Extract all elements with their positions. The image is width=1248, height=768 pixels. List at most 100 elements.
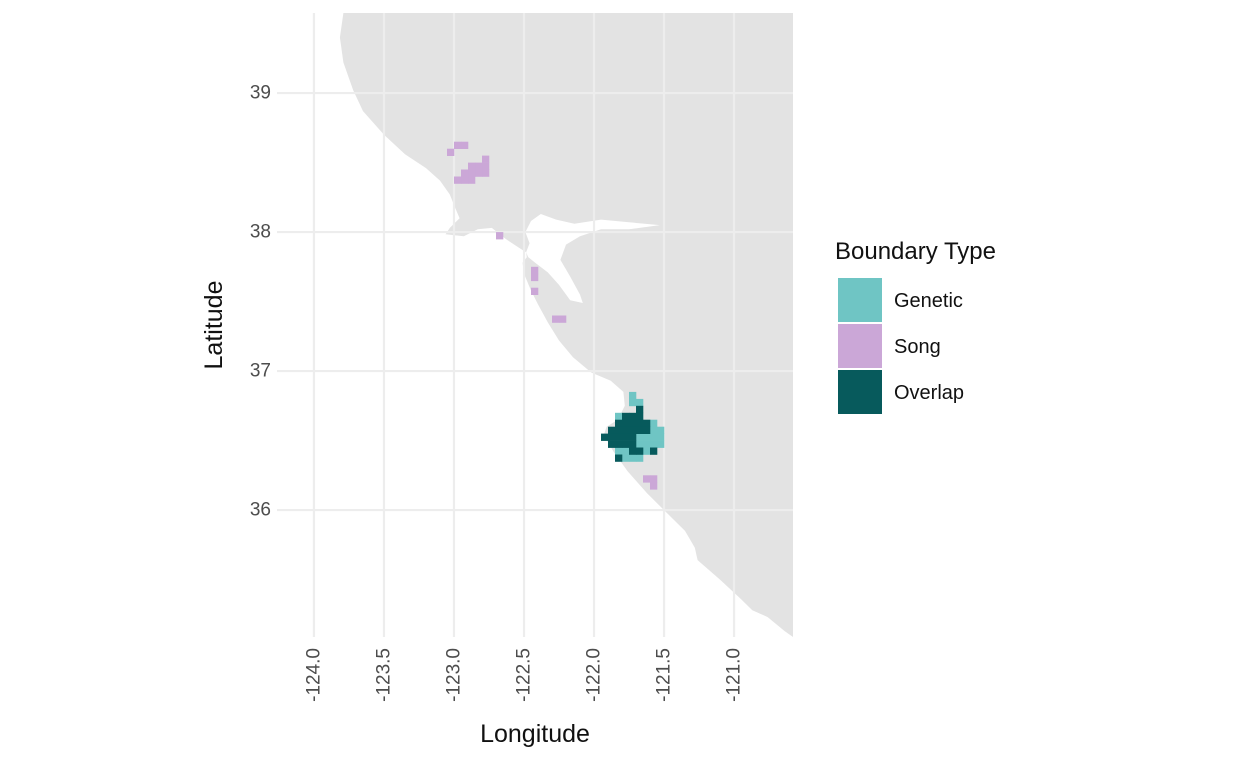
tile-genetic (636, 398, 644, 407)
tile-song (475, 162, 483, 170)
tile-overlap (629, 447, 637, 455)
tile-overlap (636, 419, 644, 427)
tile-genetic (643, 440, 651, 448)
tile-song (461, 141, 469, 149)
y-axis-title: Latitude (200, 281, 228, 370)
tile-overlap (629, 440, 637, 448)
tile-genetic (629, 398, 637, 407)
x-tick-label: -123.5 (373, 648, 394, 702)
tile-overlap (636, 426, 644, 434)
tile-genetic (636, 433, 644, 441)
tile-song (454, 141, 462, 149)
tile-overlap (608, 426, 616, 434)
tile-overlap (615, 440, 623, 448)
tile-song (531, 273, 539, 282)
y-tick-label: 36 (250, 500, 271, 521)
tile-overlap (622, 440, 630, 448)
tile-genetic (657, 426, 665, 434)
tile-genetic (629, 391, 637, 400)
tile-song (650, 475, 658, 483)
tile-song (482, 169, 490, 177)
water-polygon-sf-bay (525, 214, 660, 303)
tile-genetic (657, 433, 665, 441)
map-content (277, 13, 793, 637)
tile-song (643, 475, 651, 483)
tile-genetic (636, 454, 644, 462)
legend-key-song (838, 324, 882, 368)
tile-overlap (608, 440, 616, 448)
tile-overlap (636, 412, 644, 421)
legend-label-genetic: Genetic (894, 290, 963, 312)
tile-genetic (615, 447, 623, 455)
y-tick-label: 37 (250, 361, 271, 382)
tile-song (482, 162, 490, 170)
tile-song (461, 169, 469, 177)
tile-genetic (650, 426, 658, 434)
y-tick-label: 39 (250, 83, 271, 104)
tile-overlap (608, 433, 616, 441)
tile-overlap (629, 426, 637, 434)
tile-overlap (615, 426, 623, 434)
tile-overlap (622, 419, 630, 427)
legend-label-song: Song (894, 336, 941, 358)
tile-overlap (629, 412, 637, 421)
tile-song (447, 148, 455, 156)
legend-key-genetic (838, 278, 882, 322)
map-layers (277, 13, 793, 637)
tile-overlap (622, 412, 630, 421)
tile-genetic (650, 419, 658, 427)
tile-genetic (615, 412, 623, 421)
tile-genetic (643, 433, 651, 441)
x-tick-label: -122.5 (514, 648, 535, 702)
tile-genetic (629, 454, 637, 462)
tile-overlap (629, 433, 637, 441)
legend-label-overlap: Overlap (894, 382, 964, 404)
tile-overlap (629, 419, 637, 427)
tile-song (531, 266, 539, 275)
legend-key-overlap (838, 370, 882, 414)
tile-genetic (636, 440, 644, 448)
tile-song (531, 287, 539, 295)
x-tick-label: -123.0 (443, 648, 464, 702)
tile-song (461, 176, 469, 184)
tile-song (475, 169, 483, 177)
tile-overlap (601, 433, 609, 441)
x-tick-label: -121.5 (654, 648, 675, 702)
tile-genetic (622, 447, 630, 455)
tile-overlap (650, 447, 658, 455)
tile-overlap (622, 426, 630, 434)
axis-tick-labels: -124.0 -123.5 -123.0 -122.5 -122.0 -121.5 -121… (250, 83, 745, 702)
tile-layer-genetic (615, 391, 665, 462)
tile-genetic (657, 440, 665, 448)
tile-song (650, 482, 658, 490)
tile-genetic (622, 454, 630, 462)
tile-song (559, 315, 567, 323)
tile-song (468, 176, 476, 184)
tile-overlap (615, 419, 623, 427)
tile-overlap (643, 419, 651, 427)
tile-song (468, 169, 476, 177)
legend: Boundary Type Genetic Song Overlap (835, 238, 996, 414)
x-tick-label: -124.0 (303, 648, 324, 702)
legend-title: Boundary Type (835, 238, 996, 265)
tile-overlap (636, 405, 644, 414)
tile-song (468, 162, 476, 170)
y-tick-label: 38 (250, 222, 271, 243)
tile-genetic (650, 433, 658, 441)
tile-genetic (643, 447, 651, 455)
tile-layer-song (447, 141, 658, 490)
tile-genetic (650, 440, 658, 448)
tile-overlap (636, 447, 644, 455)
tile-overlap (643, 426, 651, 434)
tile-song (552, 315, 560, 323)
x-tick-label: -121.0 (724, 648, 745, 702)
x-tick-label: -122.0 (584, 648, 605, 702)
tile-song (482, 155, 490, 163)
tile-layer-overlap (601, 405, 658, 462)
tile-song (496, 232, 504, 240)
tile-overlap (615, 433, 623, 441)
x-axis-title: Longitude (480, 720, 590, 748)
tile-overlap (622, 433, 630, 441)
